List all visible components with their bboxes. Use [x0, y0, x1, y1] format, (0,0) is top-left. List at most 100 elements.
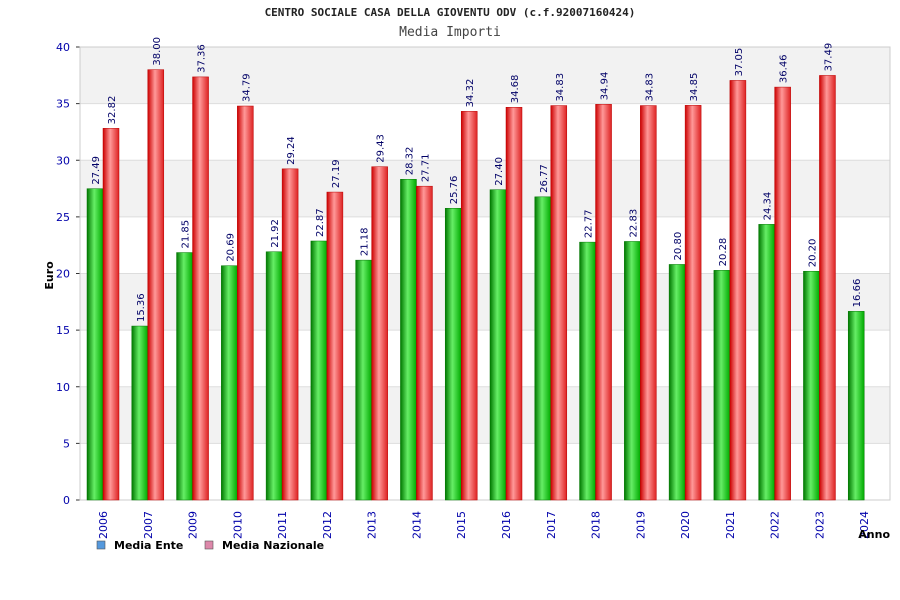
- x-tick-label: 2017: [545, 511, 558, 539]
- bar-ente: [847, 311, 865, 501]
- bar-nazionale: [819, 75, 836, 501]
- grid-band: [80, 216, 890, 274]
- grid-band: [80, 386, 890, 444]
- x-tick-label: 2021: [724, 511, 737, 539]
- legend-swatch: [204, 540, 214, 550]
- data-label: 27.49: [91, 156, 102, 185]
- x-tick-label: 2013: [366, 511, 379, 539]
- x-tick-label: 2006: [97, 511, 110, 539]
- y-tick-label: 40: [56, 41, 70, 54]
- data-label: 37.49: [823, 43, 834, 72]
- bar-nazionale: [729, 80, 747, 501]
- bar-nazionale: [774, 86, 791, 501]
- bar-ente: [400, 179, 417, 501]
- bar-ente: [624, 241, 641, 501]
- grid-band: [80, 273, 890, 331]
- bar-ente: [355, 259, 372, 501]
- x-tick-label: 2024: [858, 511, 871, 539]
- grid-band: [80, 160, 890, 217]
- data-label: 34.32: [465, 79, 476, 108]
- grid-band: [80, 103, 890, 161]
- bar-ente: [86, 188, 104, 501]
- y-tick-label: 15: [56, 324, 70, 337]
- x-tick-label: 2007: [142, 511, 155, 539]
- bar-nazionale: [281, 168, 299, 501]
- data-label: 21.92: [270, 219, 281, 248]
- data-label: 38.00: [152, 37, 163, 66]
- y-tick-label: 20: [56, 268, 70, 281]
- y-tick-label: 25: [56, 211, 70, 224]
- bar-nazionale: [192, 76, 209, 501]
- y-axis-label: Euro: [43, 261, 56, 290]
- bar-nazionale: [416, 185, 433, 501]
- y-tick-label: 35: [56, 98, 70, 111]
- x-tick-label: 2009: [187, 511, 200, 539]
- data-label: 20.80: [673, 232, 684, 261]
- data-label: 28.32: [404, 147, 415, 176]
- x-tick-label: 2020: [679, 511, 692, 539]
- bar-nazionale: [460, 111, 478, 501]
- grid-band: [80, 47, 890, 104]
- bar-nazionale: [237, 105, 254, 501]
- bar-ente: [579, 241, 596, 501]
- data-label: 37.05: [734, 48, 745, 77]
- bar-ente: [668, 264, 686, 501]
- bar-nazionale: [595, 104, 612, 501]
- x-tick-label: 2012: [321, 511, 334, 539]
- x-tick-label: 2010: [231, 511, 244, 539]
- data-label: 16.66: [852, 279, 863, 308]
- data-label: 20.69: [225, 233, 236, 262]
- data-label: 36.46: [779, 54, 790, 83]
- bar-nazionale: [550, 105, 568, 501]
- bar-nazionale: [102, 128, 120, 501]
- x-axis-label: Anno: [858, 528, 890, 541]
- grid-band: [80, 443, 890, 500]
- chart-subtitle: Media Importi: [399, 25, 501, 40]
- data-label: 34.83: [555, 73, 566, 102]
- data-label: 15.36: [136, 293, 147, 322]
- data-label: 29.43: [376, 134, 387, 163]
- data-label: 24.34: [763, 192, 774, 221]
- x-tick-label: 2016: [500, 511, 513, 539]
- x-tick-label: 2014: [410, 511, 423, 539]
- data-label: 34.68: [510, 75, 521, 104]
- data-label: 34.85: [689, 73, 700, 102]
- data-label: 27.71: [420, 154, 431, 183]
- bar-nazionale: [326, 191, 344, 501]
- bar-nazionale: [371, 166, 388, 501]
- bar-nazionale: [684, 105, 702, 501]
- bar-ente: [176, 252, 193, 501]
- bar-nazionale: [147, 69, 165, 501]
- grid-band: [80, 330, 890, 387]
- data-label: 34.94: [600, 72, 611, 101]
- data-label: 27.19: [331, 159, 342, 188]
- bar-ente: [131, 325, 149, 501]
- data-label: 20.28: [718, 238, 729, 267]
- bar-ente: [221, 265, 238, 501]
- x-tick-label: 2019: [634, 511, 647, 539]
- bar-ente: [803, 270, 820, 501]
- data-label: 27.40: [494, 157, 505, 186]
- bar-nazionale: [640, 105, 657, 501]
- x-tick-label: 2018: [590, 511, 603, 539]
- data-label: 37.36: [197, 44, 208, 73]
- bar-ente: [265, 251, 283, 501]
- data-label: 22.77: [584, 209, 595, 238]
- data-label: 22.83: [628, 209, 639, 238]
- x-tick-label: 2015: [455, 511, 468, 539]
- bar-ente: [713, 270, 731, 501]
- bar-ente: [758, 224, 775, 501]
- bar-ente: [534, 196, 552, 501]
- plot-frame: [79, 46, 891, 501]
- bar-ente: [310, 240, 328, 501]
- y-tick-label: 5: [63, 437, 70, 450]
- data-label: 22.87: [315, 208, 326, 237]
- data-label: 32.82: [107, 96, 118, 125]
- y-tick-label: 30: [56, 154, 70, 167]
- y-tick-label: 10: [56, 381, 70, 394]
- legend-label: Media Nazionale: [222, 539, 324, 552]
- data-label: 26.77: [539, 164, 550, 193]
- legend-label: Media Ente: [114, 539, 183, 552]
